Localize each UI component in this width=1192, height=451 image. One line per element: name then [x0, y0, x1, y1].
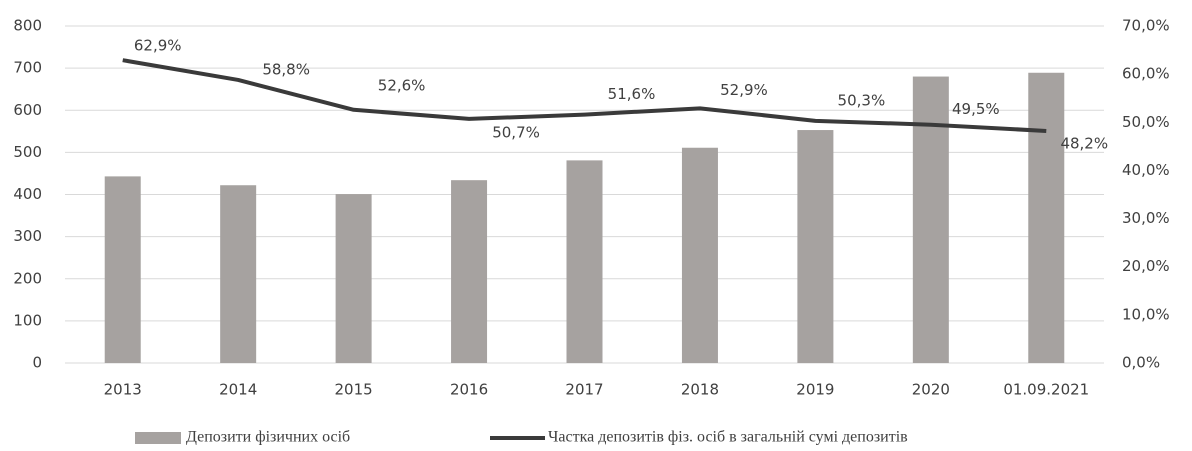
bar — [1028, 72, 1065, 363]
y-tick-label: 400 — [13, 185, 42, 203]
data-label: 52,6% — [378, 76, 426, 94]
data-label: 51,6% — [608, 85, 656, 103]
y-tick-label: 100 — [13, 311, 42, 329]
data-label: 58,8% — [262, 60, 310, 78]
y-tick-label: 500 — [13, 143, 42, 161]
x-tick-label: 2016 — [450, 381, 488, 399]
bar — [335, 194, 372, 363]
legend: Депозити фізичних осіб — [186, 429, 350, 446]
y2-tick-label: 70,0% — [1122, 17, 1170, 35]
y2-tick-label: 60,0% — [1122, 65, 1170, 83]
y2-tick-label: 40,0% — [1122, 161, 1170, 179]
bar — [451, 180, 488, 363]
data-label: 50,7% — [492, 123, 540, 141]
y2-tick-label: 20,0% — [1122, 257, 1170, 275]
legend-swatch — [135, 432, 181, 444]
y2-tick-label: 10,0% — [1122, 305, 1170, 323]
y-tick-label: 200 — [13, 269, 42, 287]
x-tick-label: 2014 — [219, 381, 257, 399]
y2-tick-label: 0,0% — [1122, 354, 1160, 372]
data-label: 62,9% — [134, 37, 182, 55]
data-label: 49,5% — [952, 100, 1000, 118]
bar — [220, 185, 257, 363]
line — [122, 58, 1047, 133]
x-tick-label: 2019 — [796, 381, 834, 399]
x-tick-label: 01.09.2021 — [1003, 381, 1089, 399]
y2-tick-label: 30,0% — [1122, 209, 1170, 227]
x-tick-label: 2013 — [104, 381, 142, 399]
bar — [681, 147, 718, 363]
y-tick-label: 0 — [32, 354, 42, 372]
bar — [912, 76, 949, 364]
y-tick-label: 800 — [13, 17, 42, 35]
y-tick-label: 600 — [13, 101, 42, 119]
x-tick-label: 2015 — [335, 381, 373, 399]
data-label: 52,9% — [720, 81, 768, 99]
x-tick-label: 2018 — [681, 381, 719, 399]
legend: Частка депозитів фіз. осіб в загальній с… — [548, 429, 908, 446]
x-tick-label: 2017 — [565, 381, 603, 399]
y-tick-label: 700 — [13, 59, 42, 77]
y2-tick-label: 50,0% — [1122, 113, 1170, 131]
bar — [566, 160, 603, 363]
x-tick-label: 2020 — [912, 381, 950, 399]
data-label: 50,3% — [838, 91, 886, 109]
y-tick-label: 300 — [13, 227, 42, 245]
data-label: 48,2% — [1060, 134, 1108, 152]
bar — [104, 176, 141, 363]
bar — [797, 130, 834, 363]
